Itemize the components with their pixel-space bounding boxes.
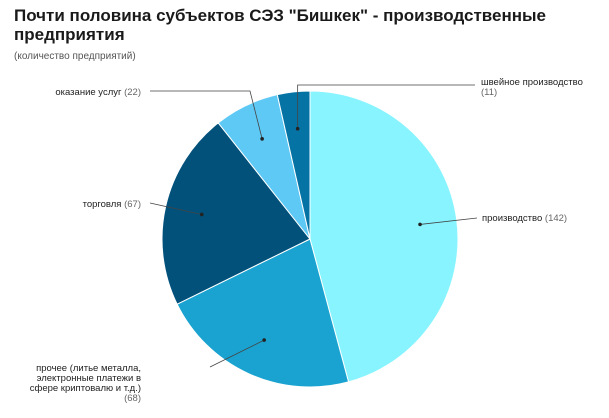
pie-slice-2	[176, 238, 350, 388]
slice-label-3: торговля (67)	[83, 199, 141, 210]
leader-line-2	[209, 339, 265, 368]
chart-title: Почти половина субъектов СЭЗ "Бишкек" - …	[14, 6, 546, 44]
leader-dot-5	[295, 126, 300, 131]
slice-label-4: оказание услуг (22)	[55, 87, 141, 98]
leader-line-3	[149, 202, 202, 215]
leader-dot-4	[260, 137, 264, 141]
chart-subtitle: (количество предприятий)	[14, 51, 136, 62]
leader-line-5	[297, 84, 475, 129]
slice-value: (67)	[124, 199, 141, 210]
pie-slice-1	[309, 90, 459, 383]
slice-value: (68)	[124, 393, 141, 404]
slice-label-full: прочее (литье металла, электронные плате…	[0, 363, 141, 374]
slice-label-1: производство (142)	[482, 213, 567, 224]
slice-name: производство	[482, 213, 545, 224]
pie-slices	[161, 90, 459, 388]
leader-dot-3	[199, 212, 204, 217]
slice-name: швейное производство	[481, 77, 583, 88]
pie-slice-5	[276, 90, 311, 240]
leader-line-1	[419, 217, 478, 225]
leader-dot-1	[418, 222, 422, 227]
slice-labels: производство (142) прочее (литье металла,…	[0, 77, 583, 404]
svg-text:прочее (литье металла, электро: прочее (литье металла, электронные плате…	[0, 363, 141, 374]
slice-name: торговля	[83, 199, 125, 210]
slice-value: (142)	[545, 213, 567, 224]
leader-lines	[149, 84, 478, 368]
leader-line-4	[150, 90, 263, 139]
leader-dot-2	[262, 338, 266, 342]
slice-value: (22)	[124, 87, 141, 98]
slice-label-5: швейное производство (11)	[481, 77, 583, 98]
slice-name: оказание услуг	[55, 87, 124, 98]
slice-value: (11)	[481, 87, 497, 98]
slice-label-2: прочее (литье металла, электронные платеж…	[30, 363, 141, 404]
